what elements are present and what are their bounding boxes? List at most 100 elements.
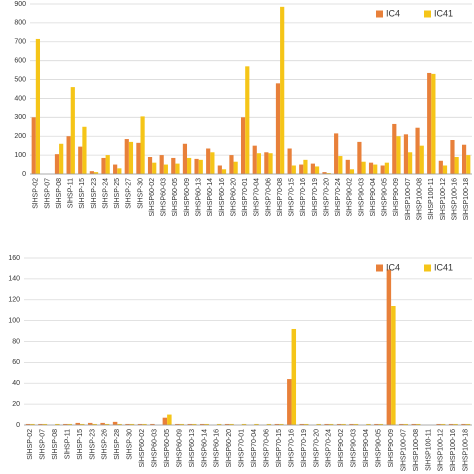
x-tick-label: SlHSP60-14 xyxy=(201,429,208,468)
bar xyxy=(310,163,315,174)
bar xyxy=(408,152,413,174)
legend-label: IC4 xyxy=(386,8,400,18)
bar xyxy=(54,154,60,174)
y-tick-label: 80 xyxy=(12,338,20,345)
y-tick-label: 500 xyxy=(14,76,26,83)
bar xyxy=(256,153,262,174)
x-tick-label: SlHSP70-15 xyxy=(276,429,283,468)
bar xyxy=(137,423,143,425)
bar xyxy=(399,423,404,425)
bar xyxy=(438,160,443,174)
x-tick-label: SlHSP-23 xyxy=(91,178,98,209)
bar xyxy=(264,152,269,174)
bar xyxy=(324,423,329,425)
bar xyxy=(101,157,106,174)
bar xyxy=(66,136,71,174)
bar xyxy=(268,153,273,174)
x-tick-label: SlHSP-28 xyxy=(114,429,121,460)
bar xyxy=(175,423,180,425)
bar xyxy=(78,146,83,174)
x-tick-label: SlHSP70-01 xyxy=(242,178,249,217)
x-tick-label: SlHSP70-24 xyxy=(335,178,342,217)
x-tick-label: SlHSP90-05 xyxy=(376,429,383,468)
bar xyxy=(194,158,199,174)
x-tick-label: SlHSP-11 xyxy=(68,178,75,208)
x-tick-label: SlHSP60-20 xyxy=(230,178,237,217)
x-tick-label: SlHSP70-04 xyxy=(251,429,258,468)
x-tick-label: SlHSP90-09 xyxy=(388,429,395,468)
bar xyxy=(30,423,35,425)
x-tick-label: SlHSP100-18 xyxy=(463,178,470,221)
bar xyxy=(92,423,97,425)
bar xyxy=(192,423,197,425)
bar xyxy=(221,169,227,174)
bar xyxy=(179,423,185,425)
x-tick-label: SlHSP60-02 xyxy=(139,429,146,468)
x-tick-label: SlHSP100-08 xyxy=(417,178,424,221)
x-tick-label: SlHSP-07 xyxy=(44,178,51,209)
x-tick-label: SlHSP70-01 xyxy=(239,429,246,468)
bar xyxy=(55,423,60,425)
y-tick-label: 0 xyxy=(16,422,20,429)
bar xyxy=(361,161,366,174)
bar xyxy=(322,172,327,174)
bar xyxy=(67,423,73,425)
bar xyxy=(159,155,164,174)
x-tick-label: SlHSP60-05 xyxy=(172,178,179,217)
legend-swatch xyxy=(424,264,431,272)
x-tick-label: SlHSP90-03 xyxy=(358,178,365,217)
bar xyxy=(105,155,110,174)
bar xyxy=(349,169,355,174)
x-tick-label: SlHSP70-16 xyxy=(288,429,295,468)
x-tick-label: SlHSP-11 xyxy=(64,429,71,459)
bar xyxy=(287,379,292,425)
y-tick-label: 140 xyxy=(8,276,20,283)
bar xyxy=(136,142,141,174)
y-tick-label: 900 xyxy=(14,1,26,8)
x-tick-label: SlHSP-30 xyxy=(137,178,144,209)
x-tick-label: SlHSP70-08 xyxy=(277,178,284,217)
bar xyxy=(454,157,459,174)
x-tick-label: SlHSP-07 xyxy=(40,429,47,460)
x-tick-label: SlHSP70-06 xyxy=(265,178,272,217)
x-tick-label: SlHSP100-07 xyxy=(405,178,412,221)
bar xyxy=(299,423,304,425)
x-tick-label: SlHSP70-16 xyxy=(300,178,307,217)
x-tick-label: SlHSP60-09 xyxy=(184,178,191,217)
y-tick-label: 120 xyxy=(8,297,20,304)
x-tick-label: SlHSP90-04 xyxy=(370,178,377,217)
bar xyxy=(187,157,192,174)
bar xyxy=(150,423,155,425)
x-tick-label: SlHSP100-18 xyxy=(463,429,470,472)
legend-label: IC41 xyxy=(434,262,453,272)
bar xyxy=(229,423,234,425)
y-tick-label: 40 xyxy=(12,380,20,387)
x-tick-label: SlHSP-25 xyxy=(114,178,121,209)
x-tick-label: SlHSP60-13 xyxy=(196,178,203,217)
bar xyxy=(206,148,211,174)
bar xyxy=(117,423,122,425)
y-tick-label: 200 xyxy=(14,133,26,140)
bar xyxy=(210,152,215,174)
bar xyxy=(82,126,87,174)
bar xyxy=(450,140,455,174)
bar xyxy=(147,157,153,174)
y-tick-label: 100 xyxy=(14,152,26,159)
bar xyxy=(224,423,230,425)
bar xyxy=(199,423,205,425)
bar xyxy=(216,423,222,425)
bar xyxy=(345,159,350,174)
bar xyxy=(217,165,222,174)
bar xyxy=(93,172,99,174)
bar xyxy=(59,143,64,174)
x-tick-label: SlHSP60-13 xyxy=(189,429,196,468)
bar xyxy=(316,423,321,425)
y-tick-label: 300 xyxy=(14,114,26,121)
bar xyxy=(373,164,378,174)
bar xyxy=(38,423,43,425)
x-tick-label: SlHSP-15 xyxy=(77,429,84,460)
bar xyxy=(403,134,409,174)
bar xyxy=(466,155,471,174)
legend-label: IC4 xyxy=(386,262,400,272)
x-tick-label: SlHSP70-19 xyxy=(301,429,308,468)
